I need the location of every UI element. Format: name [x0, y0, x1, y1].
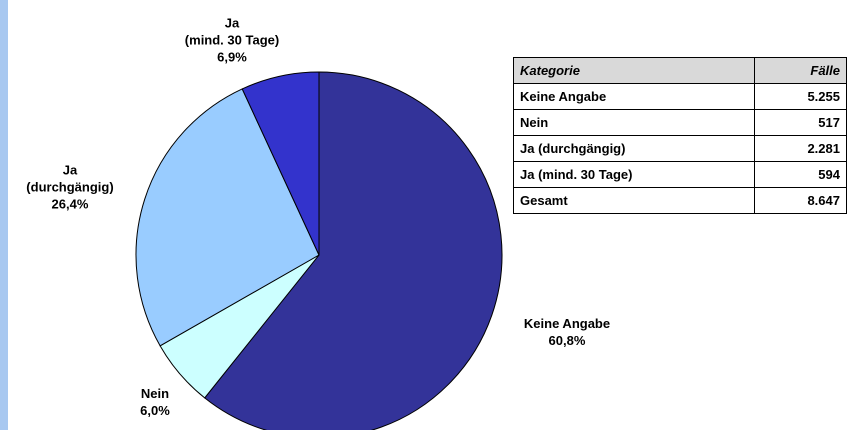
table-cell: 594 [754, 161, 847, 188]
data-table: Kategorie Fälle Keine Angabe 5.255 Nein 517… [512, 57, 847, 214]
slice-category: Keine Angabe [523, 316, 611, 331]
slice-value: 26,4% [51, 196, 89, 212]
table-row: Gesamt 8.647 [512, 187, 847, 214]
table-cell: Ja (mind. 30 Tage) [512, 161, 756, 188]
slice-label: Ja (durchgängig) 26,4% [26, 162, 113, 213]
slice-label: Keine Angabe 60,8% [524, 315, 610, 349]
table-row: Nein 517 [512, 109, 847, 136]
side-strip [0, 0, 8, 430]
slice-label: Ja (mind. 30 Tage) 6,9% [185, 15, 279, 66]
table-cell: 8.647 [754, 187, 847, 214]
table-cell: Ja (durchgängig) [512, 135, 756, 162]
table-row: Ja (durchgängig) 2.281 [512, 135, 847, 162]
slice-value: 6,0% [140, 403, 170, 418]
slice-category: Ja (durchgängig) [26, 162, 114, 195]
table-cell: 2.281 [754, 135, 847, 162]
header-row: Kategorie Fälle [512, 57, 847, 84]
table-cell: 517 [754, 109, 847, 136]
slice-category: Nein [140, 386, 170, 401]
pie-slice [135, 88, 320, 347]
table-cell: 5.255 [754, 83, 847, 110]
table-cell: Gesamt [512, 187, 756, 214]
table-row: Keine Angabe 5.255 [512, 83, 847, 110]
slice-category: Ja (mind. 30 Tage) [184, 15, 280, 48]
slice-value: 60,8% [548, 333, 586, 348]
slice-label: Nein 6,0% [140, 385, 170, 419]
table-cell: Keine Angabe [512, 83, 756, 110]
header-cell: Kategorie [512, 57, 756, 84]
table-row: Ja (mind. 30 Tage) 594 [512, 161, 847, 188]
table-cell: Nein [512, 109, 756, 136]
slice-value: 6,9% [217, 49, 247, 65]
header-cell: Fälle [754, 57, 847, 84]
pie-slice [241, 71, 320, 256]
pie-slice [203, 71, 503, 430]
